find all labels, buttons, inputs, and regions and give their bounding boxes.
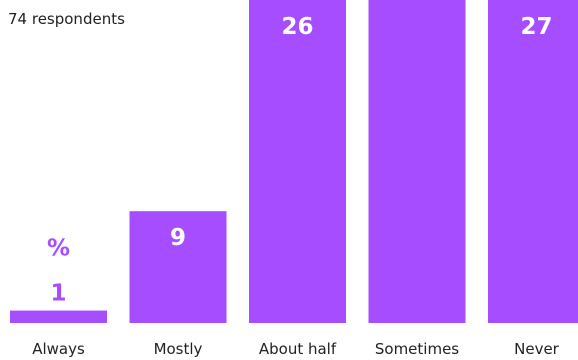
respondents-note: 74 respondents	[8, 10, 125, 28]
value-label-never: 27	[520, 14, 552, 40]
category-labels: Always Mostly About half Sometimes Never	[32, 340, 559, 358]
bar-always	[10, 310, 107, 323]
bar-never	[488, 0, 578, 323]
value-label-mostly: 9	[170, 225, 186, 251]
bars	[10, 0, 578, 323]
category-label-mostly: Mostly	[154, 340, 203, 358]
value-label-always: 1	[50, 281, 66, 307]
bar-sometimes	[368, 0, 466, 323]
category-label-sometimes: Sometimes	[375, 340, 459, 358]
category-label-always: Always	[32, 340, 85, 358]
value-labels: 1% 9 26 27	[47, 14, 553, 307]
bar-about-half	[249, 0, 346, 323]
unit-label: %	[47, 236, 70, 262]
category-label-about-half: About half	[259, 340, 337, 358]
bar-mostly	[129, 211, 227, 323]
category-label-never: Never	[514, 340, 560, 358]
value-label-about-half: 26	[281, 14, 313, 40]
